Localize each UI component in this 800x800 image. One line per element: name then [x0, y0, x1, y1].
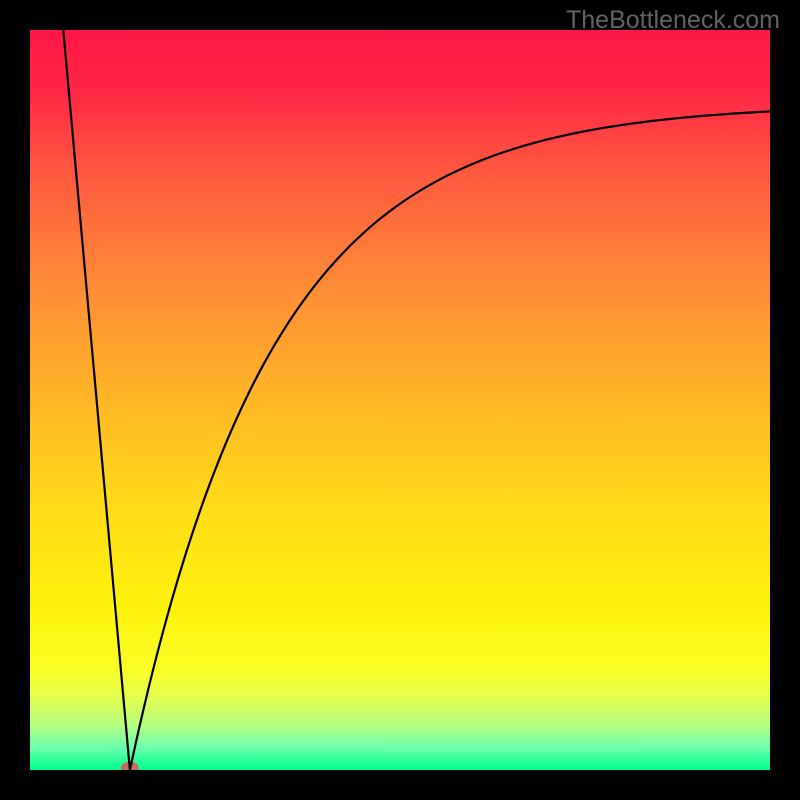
watermark-text: TheBottleneck.com	[566, 6, 780, 35]
plot-gradient-background	[30, 30, 770, 770]
chart-root: TheBottleneck.com	[0, 0, 800, 800]
chart-svg	[0, 0, 800, 800]
